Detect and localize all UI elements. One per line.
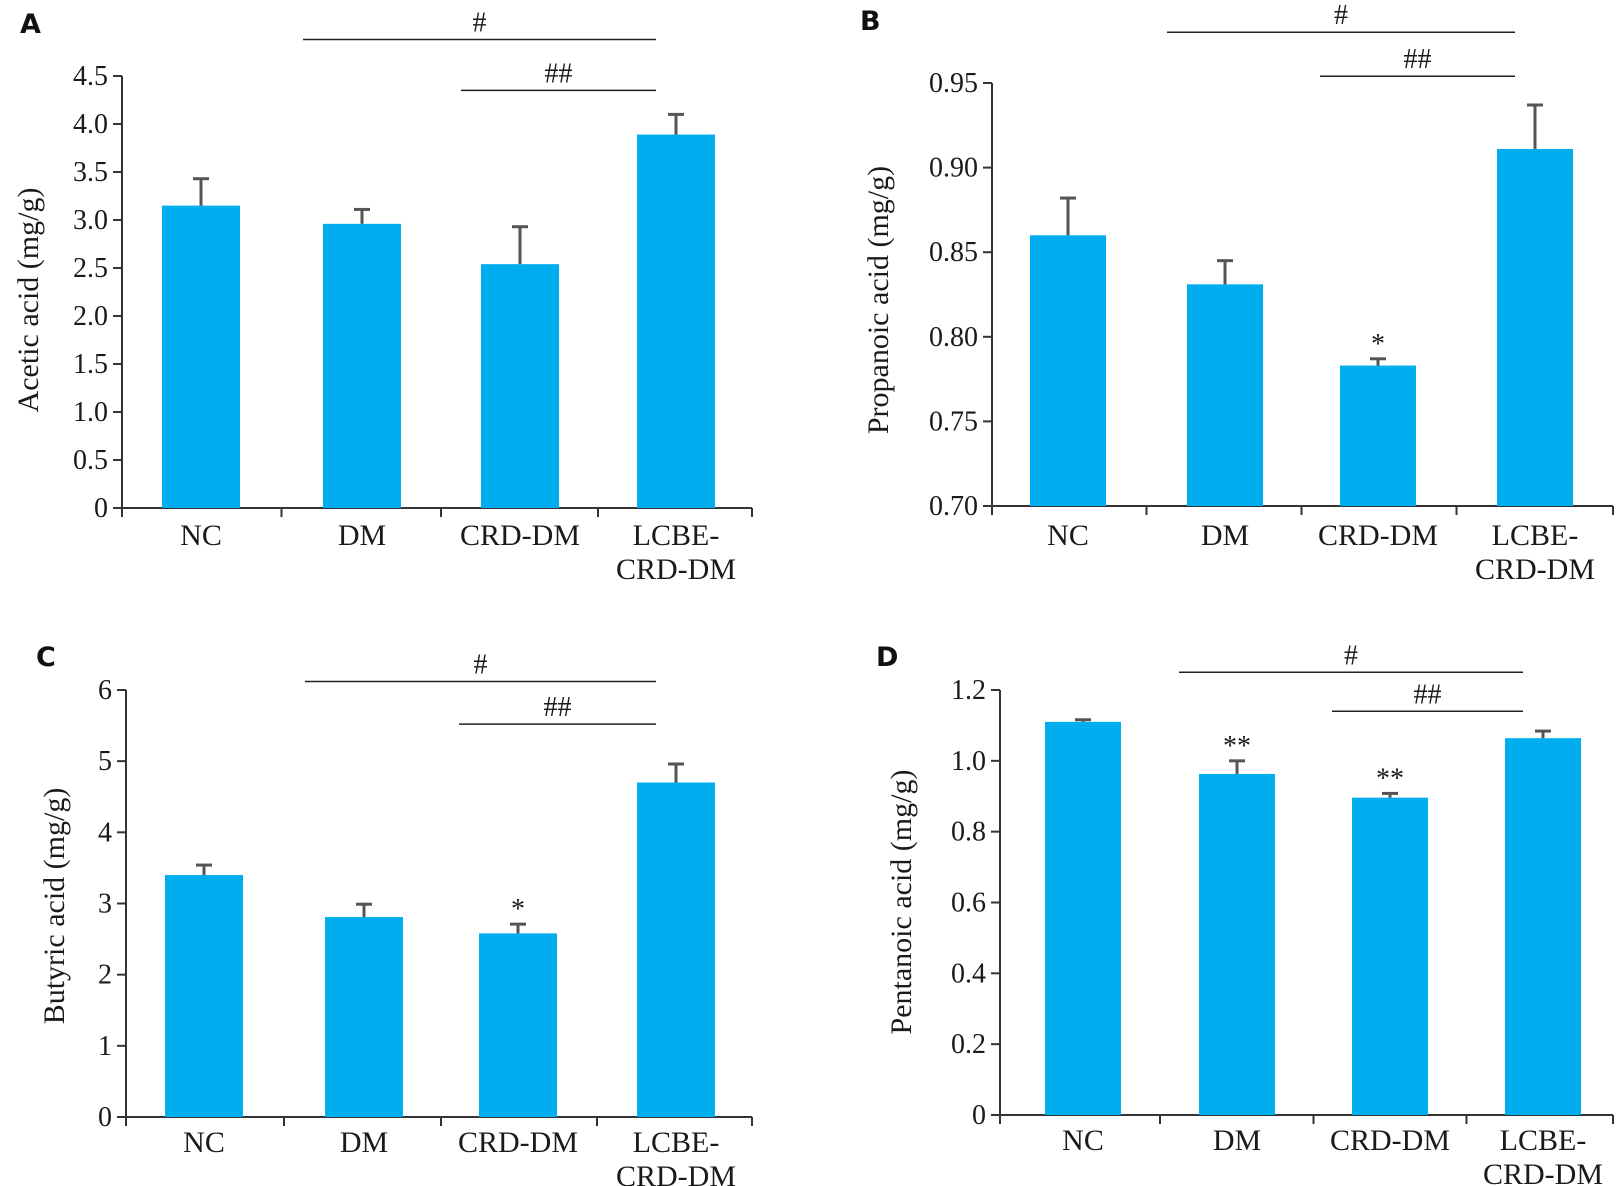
chart-panel-b: B 0.70 0.75 0.80 0.85 0.90 0.95 NC DM * CRD-DM LCBE… <box>860 0 1614 586</box>
y-tick-label: 2.0 <box>73 301 108 332</box>
significance-label: ## <box>545 58 573 89</box>
category-label: DM <box>340 1126 388 1159</box>
y-tick-label: 3.0 <box>73 205 108 236</box>
y-axis-title: Propanoic acid (mg/g) <box>862 166 895 434</box>
bar-dm <box>325 917 403 1117</box>
y-tick-label: 1.2 <box>951 675 986 706</box>
y-tick-label: 0.5 <box>73 445 108 476</box>
y-tick-label: 0.95 <box>929 68 978 99</box>
category-label: CRD-DM <box>460 519 580 552</box>
y-tick-label: 0.8 <box>951 817 986 848</box>
category-label: LCBE-CRD-DM <box>616 519 736 586</box>
significance-star: * <box>1371 329 1385 360</box>
significance-label: ## <box>1404 44 1432 75</box>
bar-nc <box>165 875 243 1117</box>
category-label: CRD-DM <box>1330 1124 1450 1157</box>
significance-star: ** <box>1223 731 1251 762</box>
bar-lcbe-crd-dm <box>1497 148 1573 506</box>
chart-panel-d: D 0 0.2 0.4 0.6 0.8 1.0 1.2 NC ** DM ** CRD-DM LCBE-C… <box>876 640 1614 1186</box>
panel-letter: A <box>20 9 41 40</box>
y-axis-title: Pentanoic acid (mg/g) <box>885 770 918 1035</box>
y-tick-label: 0.6 <box>951 888 986 919</box>
bar-crd-dm <box>481 264 559 508</box>
category-label: CRD-DM <box>1318 519 1438 552</box>
category-label: NC <box>183 1126 225 1159</box>
significance-star: ** <box>1376 763 1404 794</box>
significance-label: ## <box>1414 679 1442 710</box>
y-tick-label: 0.70 <box>929 491 978 522</box>
chart-panel-a: A 0 0.5 1.0 1.5 2.0 2.5 3.0 3.5 4.0 4.5 NC DM CRD-DM L… <box>12 8 753 586</box>
category-label: LCBE-CRD-DM <box>616 1126 736 1186</box>
category-label: DM <box>1213 1124 1261 1157</box>
bar-dm <box>323 223 401 508</box>
significance-label: # <box>474 649 488 680</box>
category-label: NC <box>1047 519 1089 552</box>
y-tick-label: 4.5 <box>73 61 108 92</box>
category-label: LCBE-CRD-DM <box>1483 1124 1603 1186</box>
bar-nc <box>1030 235 1106 506</box>
bar-nc <box>162 205 240 508</box>
panel-letter: B <box>860 6 881 37</box>
y-tick-label: 0.75 <box>929 406 978 437</box>
bar-crd-dm <box>1352 797 1428 1115</box>
category-label: NC <box>180 519 222 552</box>
y-tick-label: 0.2 <box>951 1029 986 1060</box>
bar-nc <box>1045 721 1121 1115</box>
y-tick-label: 0.4 <box>951 958 986 989</box>
bar-lcbe-crd-dm <box>637 134 715 508</box>
category-label: CRD-DM <box>458 1126 578 1159</box>
y-axis-title: Acetic acid (mg/g) <box>12 188 45 413</box>
bar-dm <box>1199 773 1275 1115</box>
significance-label: # <box>1344 640 1358 671</box>
bar-crd-dm <box>479 933 557 1117</box>
bar-dm <box>1187 284 1263 506</box>
bar-crd-dm <box>1340 365 1416 506</box>
bar-lcbe-crd-dm <box>637 782 715 1117</box>
y-tick-label: 0 <box>972 1100 986 1131</box>
y-tick-label: 4 <box>98 817 112 848</box>
panel-letter: C <box>36 642 56 673</box>
bar-lcbe-crd-dm <box>1505 738 1581 1115</box>
panel-letter: D <box>876 642 898 673</box>
y-tick-label: 3.5 <box>73 157 108 188</box>
significance-label: ## <box>544 692 572 723</box>
y-tick-label: 3 <box>98 889 112 920</box>
category-label: LCBE-CRD-DM <box>1475 519 1595 586</box>
y-tick-label: 5 <box>98 746 112 777</box>
y-tick-label: 2.5 <box>73 253 108 284</box>
y-tick-label: 1.0 <box>73 397 108 428</box>
y-tick-label: 0 <box>98 1102 112 1133</box>
category-label: DM <box>1201 519 1249 552</box>
y-tick-label: 0 <box>94 493 108 524</box>
y-tick-label: 4.0 <box>73 109 108 140</box>
category-label: DM <box>338 519 386 552</box>
significance-label: # <box>473 8 487 39</box>
y-tick-label: 0.90 <box>929 153 978 184</box>
y-tick-label: 2 <box>98 960 112 991</box>
y-tick-label: 1 <box>98 1031 112 1062</box>
y-tick-label: 1.0 <box>951 746 986 777</box>
y-tick-label: 0.85 <box>929 237 978 268</box>
category-label: NC <box>1062 1124 1104 1157</box>
significance-star: * <box>511 894 525 925</box>
y-tick-label: 0.80 <box>929 322 978 353</box>
significance-label: # <box>1334 0 1348 31</box>
y-axis-title: Butyric acid (mg/g) <box>38 788 71 1025</box>
y-tick-label: 6 <box>98 675 112 706</box>
y-tick-label: 1.5 <box>73 349 108 380</box>
